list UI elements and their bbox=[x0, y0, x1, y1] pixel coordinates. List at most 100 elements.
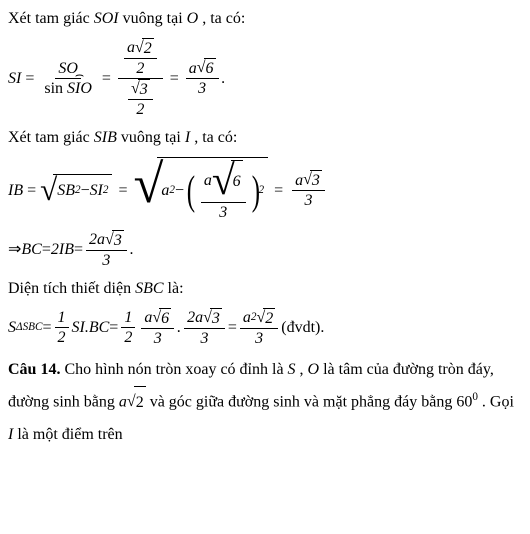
sub-sbc: ΔSBC bbox=[16, 319, 42, 337]
inner-frac: √3 2 bbox=[128, 79, 153, 119]
a: a bbox=[161, 178, 169, 204]
frac-half-2: 1 2 bbox=[121, 308, 135, 347]
a: a bbox=[119, 393, 127, 410]
si: SI bbox=[72, 315, 85, 341]
text: , ta có: bbox=[202, 10, 245, 27]
a: a bbox=[127, 38, 135, 57]
num: a √6 bbox=[141, 308, 174, 329]
equals: = bbox=[42, 237, 51, 263]
equals: = bbox=[74, 237, 83, 263]
frac-compound: a √2 2 √3 2 bbox=[118, 38, 163, 120]
triangle-name: SBC bbox=[135, 280, 163, 297]
sqrt: √3 bbox=[131, 79, 150, 99]
sqrt: √2 bbox=[127, 386, 146, 419]
equation-ib: IB = √ SB2 − SI2 = √ a2 − ( a √6 3 bbox=[8, 157, 522, 224]
sqrt: √3 bbox=[203, 308, 222, 328]
question-label: Câu 14. bbox=[8, 361, 60, 378]
dot: . bbox=[222, 66, 226, 92]
text: và góc giữa đường sinh và mặt phẳng đáy … bbox=[150, 393, 457, 410]
frac: a √6 3 bbox=[201, 160, 246, 222]
a: a bbox=[144, 308, 152, 327]
line-soi: Xét tam giác SOI vuông tại O , ta có: bbox=[8, 6, 522, 32]
sqrt: √3 bbox=[303, 170, 322, 190]
den: 3 bbox=[216, 203, 230, 222]
frac-result: a √3 3 bbox=[292, 170, 325, 210]
point-s: S bbox=[288, 361, 296, 378]
point-i: I bbox=[8, 426, 13, 443]
minus: − bbox=[175, 178, 184, 204]
implies: ⇒ bbox=[8, 237, 21, 263]
sqrt-expanded: √ a2 − ( a √6 3 ) 2 bbox=[133, 157, 268, 224]
comma: , bbox=[300, 361, 308, 378]
angle-sio: SIO bbox=[67, 79, 92, 98]
den: 2 bbox=[121, 328, 135, 347]
equals: = bbox=[102, 66, 111, 92]
text: là: bbox=[168, 280, 184, 297]
dot: . bbox=[177, 315, 181, 341]
num: a √3 bbox=[292, 170, 325, 191]
den: sin SIO bbox=[41, 79, 95, 98]
frac-so-sin: SO sin SIO bbox=[41, 59, 95, 98]
a: a bbox=[295, 171, 303, 190]
text: . Gọi bbox=[482, 393, 514, 410]
text: Xét tam giác bbox=[8, 129, 94, 146]
text: vuông tại bbox=[123, 10, 187, 27]
sqrt: √3 bbox=[105, 230, 124, 250]
sb: SB bbox=[57, 178, 75, 204]
equals: = bbox=[274, 178, 283, 204]
triangle-name: SOI bbox=[94, 10, 119, 27]
den: 3 bbox=[99, 251, 113, 270]
den: 2 bbox=[133, 100, 147, 119]
den: 3 bbox=[302, 191, 316, 210]
sqrt: √6 bbox=[197, 58, 216, 78]
sqrt: √6 bbox=[212, 160, 243, 202]
inner-frac: a √2 2 bbox=[124, 38, 157, 78]
sqrt: √2 bbox=[257, 308, 276, 328]
triangle-name: SIB bbox=[94, 129, 117, 146]
pow: 2 bbox=[103, 182, 109, 200]
bc: BC bbox=[89, 315, 109, 341]
equals: = bbox=[42, 315, 51, 341]
den: 2 bbox=[133, 59, 147, 78]
text: vuông tại bbox=[121, 129, 185, 146]
equals: = bbox=[228, 315, 237, 341]
equals: = bbox=[27, 178, 36, 204]
equation-bc: ⇒ BC = 2IB = 2a √3 3 . bbox=[8, 230, 522, 270]
equals: = bbox=[109, 315, 118, 341]
num: √3 bbox=[128, 79, 153, 100]
text: Cho hình nón tròn xoay có đỉnh là bbox=[64, 361, 287, 378]
lhs: IB bbox=[8, 178, 23, 204]
equals: = bbox=[25, 66, 34, 92]
equals: = bbox=[170, 66, 179, 92]
mid: 2IB bbox=[51, 237, 74, 263]
equation-si: SI = SO sin SIO = a √2 2 √3 2 bbox=[8, 38, 522, 120]
point-o: O bbox=[308, 361, 320, 378]
frac-si-val: a √6 3 bbox=[141, 308, 174, 348]
frac-final: a2 √2 3 bbox=[240, 308, 278, 348]
pre: 2a bbox=[89, 230, 105, 249]
text: là một điểm trên bbox=[17, 426, 122, 443]
num: 1 bbox=[121, 308, 135, 328]
num: 2a √3 bbox=[86, 230, 127, 251]
num: 2a √3 bbox=[184, 308, 225, 329]
a: a bbox=[243, 308, 251, 327]
S: S bbox=[8, 315, 16, 341]
paren-group: ( a √6 3 ) bbox=[184, 160, 263, 222]
deg: 60 bbox=[456, 393, 472, 410]
a: a bbox=[204, 171, 212, 190]
lhs: BC bbox=[21, 237, 41, 263]
unit: (đvdt). bbox=[281, 315, 324, 341]
sin: sin bbox=[44, 79, 63, 98]
vertex: I bbox=[185, 129, 190, 146]
text: Xét tam giác bbox=[8, 10, 94, 27]
minus: − bbox=[81, 178, 90, 204]
num: a √2 bbox=[124, 38, 157, 59]
equals: = bbox=[118, 178, 127, 204]
frac-result: 2a √3 3 bbox=[86, 230, 127, 270]
dot: . bbox=[130, 237, 134, 263]
den: 3 bbox=[252, 329, 266, 348]
frac-half: 1 2 bbox=[55, 308, 69, 347]
equation-area: S ΔSBC = 1 2 SI . BC = 1 2 a √6 3 . 2a √… bbox=[8, 308, 522, 348]
num: a √6 bbox=[201, 160, 246, 203]
a: a bbox=[189, 59, 197, 78]
